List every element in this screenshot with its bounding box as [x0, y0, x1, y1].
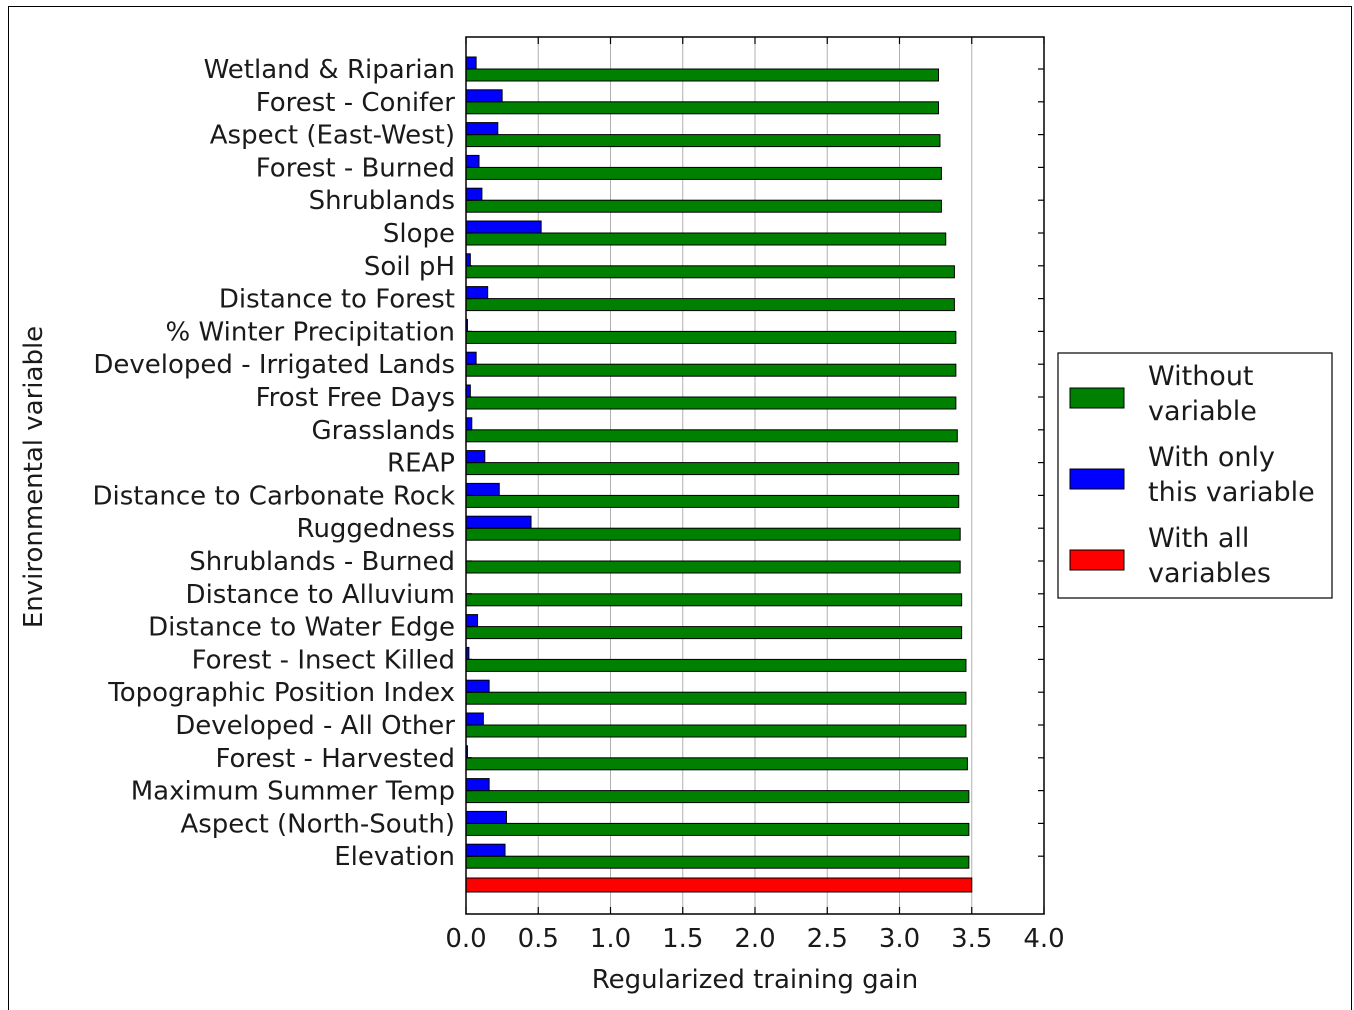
- category-label: Elevation: [334, 842, 455, 872]
- legend-swatch: [1069, 549, 1125, 571]
- bar-without-variable: [465, 298, 955, 312]
- bar-with-only-variable: [465, 679, 490, 693]
- bar-with-only-variable: [465, 286, 489, 300]
- bar-without-variable: [465, 527, 961, 541]
- category-label: Distance to Alluvium: [186, 580, 455, 610]
- bars-layer: [465, 56, 973, 893]
- bar-without-variable: [465, 199, 942, 213]
- category-label: Aspect (North-South): [180, 809, 455, 839]
- category-label: Wetland & Riparian: [204, 55, 455, 85]
- bar-with-only-variable: [465, 220, 542, 234]
- bar-without-variable: [465, 626, 963, 640]
- legend: Without variable With only this variable Wit…: [1057, 352, 1333, 599]
- category-label: Maximum Summer Temp: [131, 777, 455, 807]
- category-label: Topographic Position Index: [107, 678, 455, 708]
- bar-with-only-variable: [465, 515, 532, 529]
- bar-with-only-variable: [465, 56, 477, 70]
- y-axis-label: Environmental variable: [19, 326, 49, 628]
- bar-with-only-variable: [465, 450, 486, 464]
- x-tick-label: 0.0: [445, 924, 486, 954]
- figure-frame: [8, 6, 1352, 1010]
- x-tick-label: 3.5: [951, 924, 992, 954]
- category-label: Shrublands - Burned: [189, 547, 455, 577]
- bar-with-only-variable: [465, 778, 490, 792]
- bar-without-variable: [465, 265, 955, 279]
- category-label: Aspect (East-West): [210, 121, 455, 151]
- category-label: Forest - Conifer: [256, 88, 456, 118]
- legend-swatch: [1069, 387, 1125, 409]
- category-label: Distance to Forest: [219, 285, 455, 315]
- bar-without-variable: [465, 757, 968, 771]
- bar-without-variable: [465, 790, 970, 804]
- category-label: Distance to Carbonate Rock: [92, 481, 455, 511]
- category-label: Forest - Harvested: [216, 744, 456, 774]
- category-label: Forest - Insect Killed: [192, 645, 455, 675]
- bar-with-all-variables: [465, 877, 973, 893]
- bar-with-only-variable: [465, 712, 484, 726]
- category-label: Grasslands: [311, 416, 455, 446]
- bar-without-variable: [465, 101, 940, 115]
- category-label: Slope: [383, 219, 455, 249]
- bar-without-variable: [465, 494, 960, 508]
- category-label: Distance to Water Edge: [148, 613, 455, 643]
- x-tick-label: 0.5: [518, 924, 559, 954]
- legend-label-line2: this variable: [1148, 477, 1315, 508]
- bar-without-variable: [465, 560, 961, 574]
- bar-with-only-variable: [465, 843, 506, 857]
- legend-label-line1: With all: [1148, 523, 1249, 554]
- bar-without-variable: [465, 68, 940, 82]
- x-tick-label: 3.0: [879, 924, 920, 954]
- bar-without-variable: [465, 429, 958, 443]
- bar-without-variable: [465, 593, 963, 607]
- bar-without-variable: [465, 134, 941, 148]
- category-label: Soil pH: [364, 252, 455, 282]
- bar-with-only-variable: [465, 417, 473, 431]
- bar-without-variable: [465, 330, 957, 344]
- x-tick-label: 2.0: [734, 924, 775, 954]
- bar-with-only-variable: [465, 351, 477, 365]
- bar-without-variable: [465, 363, 957, 377]
- x-tick-label: 1.5: [662, 924, 703, 954]
- bar-with-only-variable: [465, 482, 500, 496]
- bar-with-only-variable: [465, 154, 480, 168]
- bar-without-variable: [465, 691, 967, 705]
- bar-with-only-variable: [465, 810, 507, 824]
- category-label: Developed - All Other: [175, 711, 455, 741]
- bar-with-only-variable: [465, 187, 483, 201]
- category-label: % Winter Precipitation: [166, 317, 455, 347]
- legend-label-line2: variables: [1148, 558, 1271, 589]
- category-label: Developed - Irrigated Lands: [93, 350, 455, 380]
- legend-label-line1: Without: [1148, 361, 1254, 392]
- labels-layer: 0.0 0.5 1.0 1.5 2.0 2.5 3.0 3.5 4.0 Wetland & Rip…: [92, 55, 1064, 954]
- x-tick-label: 1.0: [590, 924, 631, 954]
- x-tick-label: 2.5: [807, 924, 848, 954]
- bar-without-variable: [465, 855, 970, 869]
- bar-without-variable: [465, 166, 942, 180]
- legend-label-line1: With only: [1148, 442, 1275, 473]
- category-label: Shrublands: [309, 186, 455, 216]
- category-label: REAP: [387, 449, 455, 479]
- ticks-layer: [465, 37, 1045, 914]
- category-label: Ruggedness: [297, 514, 455, 544]
- bar-without-variable: [465, 232, 947, 246]
- bar-without-variable: [465, 724, 967, 738]
- bar-without-variable: [465, 822, 970, 836]
- x-axis-label: Regularized training gain: [592, 965, 919, 995]
- x-tick-label: 4.0: [1023, 924, 1064, 954]
- legend-label-line2: variable: [1148, 396, 1257, 427]
- bar-with-only-variable: [465, 122, 499, 136]
- bar-without-variable: [465, 462, 960, 476]
- category-label: Forest - Burned: [256, 153, 455, 183]
- bar-without-variable: [465, 658, 967, 672]
- category-label: Frost Free Days: [256, 383, 455, 413]
- bar-with-only-variable: [465, 614, 479, 628]
- bar-with-only-variable: [465, 89, 503, 103]
- bar-without-variable: [465, 396, 957, 410]
- legend-swatch: [1069, 468, 1125, 490]
